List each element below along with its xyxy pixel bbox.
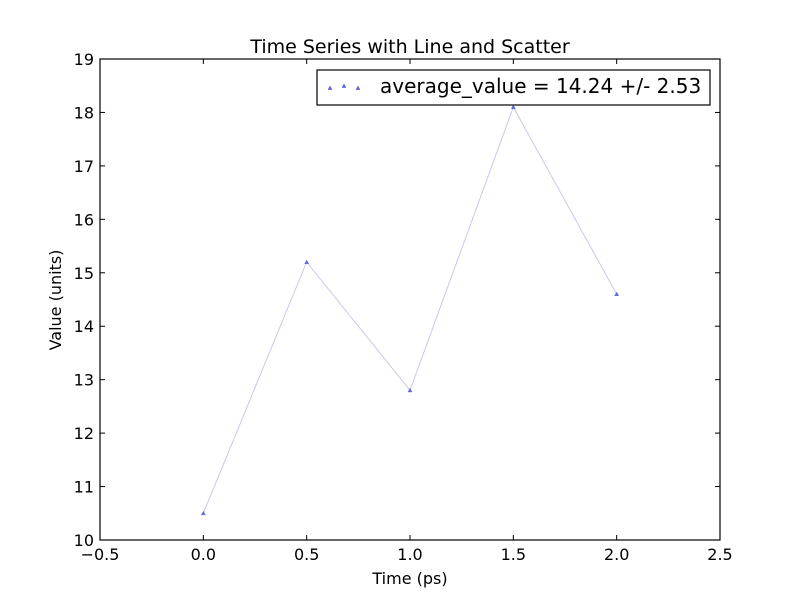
legend-marker-group <box>327 83 361 90</box>
legend-box <box>316 69 711 106</box>
x-tick-label: 2.5 <box>707 545 732 564</box>
legend: average_value = 14.24 +/- 2.53 <box>316 69 711 106</box>
x-tick-label: −0.5 <box>81 545 120 564</box>
y-tick-label: 14 <box>74 317 94 336</box>
x-axis-label: Time (ps) <box>371 569 447 588</box>
data-point-marker <box>200 510 206 516</box>
x-tick-label: 0.0 <box>191 545 216 564</box>
x-tick-label: 2.0 <box>604 545 629 564</box>
data-point-marker <box>510 104 516 109</box>
y-tick-label: 10 <box>74 531 94 550</box>
y-tick-label: 13 <box>74 371 94 390</box>
legend-marker <box>341 83 347 88</box>
y-tick-label: 11 <box>74 478 94 497</box>
data-point-marker <box>304 259 310 264</box>
x-tick-label: 0.5 <box>294 545 319 564</box>
x-tick-label: 1.5 <box>501 545 526 564</box>
y-tick-label: 18 <box>74 103 94 122</box>
y-tick-label: 19 <box>74 50 94 69</box>
data-point-marker <box>407 387 413 393</box>
y-axis-label: Value (units) <box>46 250 65 351</box>
legend-entry-label: average_value = 14.24 +/- 2.53 <box>380 74 701 98</box>
legend-marker <box>327 85 333 90</box>
y-tick-label: 16 <box>74 210 94 229</box>
x-tick-label: 1.0 <box>397 545 422 564</box>
y-tick-label: 17 <box>74 157 94 176</box>
data-point-marker <box>614 291 620 297</box>
y-tick-label: 15 <box>74 264 94 283</box>
chart-title: Time Series with Line and Scatter <box>249 36 570 58</box>
legend-marker <box>355 85 361 90</box>
y-tick-label: 12 <box>74 424 94 443</box>
